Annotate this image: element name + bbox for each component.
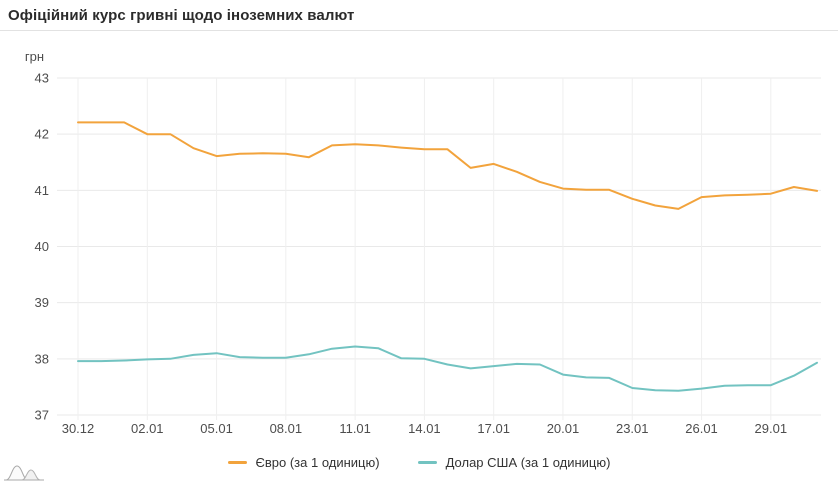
x-tick-label: 20.01 <box>547 421 580 436</box>
usd-line <box>77 345 818 392</box>
y-tick-label: 39 <box>35 295 49 310</box>
y-tick-label: 42 <box>35 127 49 142</box>
x-tick-label: 29.01 <box>755 421 788 436</box>
x-tick-label: 14.01 <box>408 421 441 436</box>
legend-item-euro[interactable]: Євро (за 1 одиницю) <box>227 454 380 470</box>
legend-item-usd[interactable]: Долар США (за 1 одиницю) <box>417 454 611 470</box>
euro-line <box>77 121 818 210</box>
euro-line-swatch <box>227 460 247 464</box>
page-title: Офіційний курс гривні щодо іноземних вал… <box>8 6 355 24</box>
x-tick-label: 02.01 <box>131 421 164 436</box>
legend-label-euro: Євро (за 1 одиницю) <box>255 454 380 470</box>
x-tick-label: 26.01 <box>685 421 718 436</box>
exchange-rate-chart[interactable]: 43 42 41 40 39 38 37 грн 30.12 02.01 05.01 08.01 11.… <box>0 0 838 446</box>
x-tick-label: 05.01 <box>200 421 233 436</box>
y-tick-label: 43 <box>35 71 49 86</box>
y-tick-label: 38 <box>35 351 49 366</box>
widget-header: Офіційний курс гривні щодо іноземних вал… <box>0 0 838 31</box>
x-tick-label: 23.01 <box>616 421 649 436</box>
legend-label-usd: Долар США (за 1 одиницю) <box>445 454 611 470</box>
x-tick-label: 17.01 <box>477 421 510 436</box>
chart-legend: Євро (за 1 одиницю) Долар США (за 1 один… <box>0 449 838 475</box>
y-tick-label: 41 <box>35 183 49 198</box>
x-tick-label: 11.01 <box>339 421 371 436</box>
usd-line-swatch <box>417 460 437 464</box>
x-tick-label: 30.12 <box>62 421 95 436</box>
x-tick-label: 08.01 <box>270 421 303 436</box>
y-tick-label: 40 <box>35 239 49 254</box>
hills-sparkline-logo-icon <box>4 465 44 481</box>
y-axis-unit: грн <box>25 49 44 64</box>
y-tick-label: 37 <box>35 408 49 423</box>
